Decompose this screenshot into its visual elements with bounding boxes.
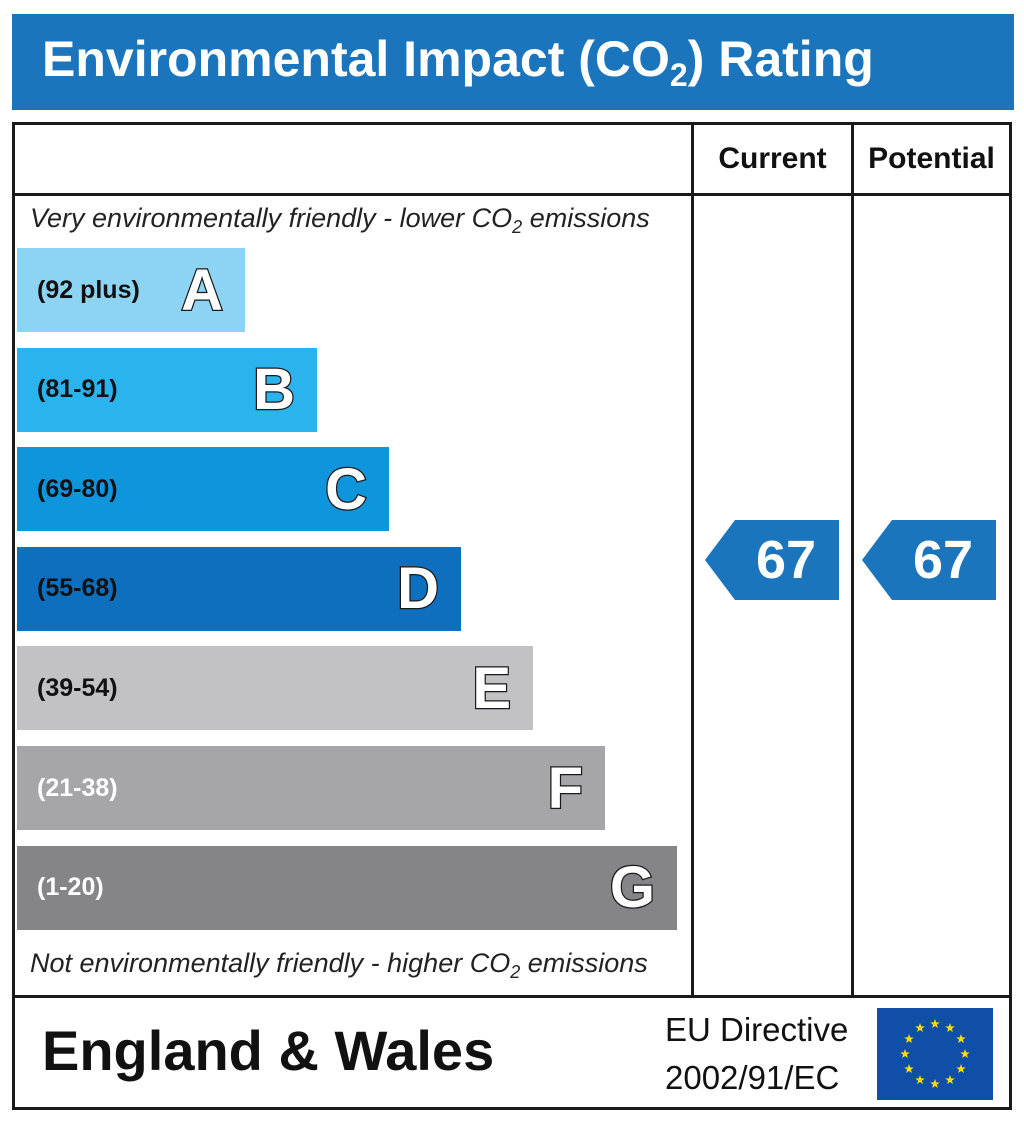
eu-star-icon bbox=[915, 1023, 925, 1033]
column-header-current: Current bbox=[718, 142, 827, 175]
band-range-label: (39-54) bbox=[37, 673, 118, 702]
band-letter: D bbox=[396, 555, 440, 623]
band-range-label: (81-91) bbox=[37, 375, 118, 404]
eu-star-icon bbox=[960, 1049, 970, 1059]
eu-star-icon bbox=[945, 1074, 955, 1085]
eu-star-icon bbox=[930, 1079, 940, 1089]
eu-star-icon bbox=[915, 1074, 925, 1085]
band-e: (39-54) E bbox=[17, 646, 533, 731]
region-label: England & Wales bbox=[42, 1019, 495, 1082]
title-bar: Environmental Impact (CO2) Rating bbox=[12, 14, 1014, 110]
band-range-label: (55-68) bbox=[37, 574, 118, 603]
band-range-label: (1-20) bbox=[37, 873, 104, 902]
band-range-label: (92 plus) bbox=[37, 275, 140, 304]
current-rating-arrow: 67 bbox=[705, 520, 839, 600]
potential-arrow-shape bbox=[862, 520, 996, 600]
band-g: (1-20) G bbox=[17, 845, 677, 930]
eu-star-icon bbox=[945, 1023, 955, 1033]
potential-rating-arrow: 67 bbox=[862, 520, 996, 600]
band-letter: B bbox=[252, 356, 296, 424]
band-letter: F bbox=[546, 754, 584, 822]
eu-directive-label: EU Directive bbox=[665, 1011, 849, 1048]
band-c: (69-80) C bbox=[17, 447, 389, 532]
eu-star-icon bbox=[904, 1064, 914, 1074]
eu-star-icon bbox=[956, 1064, 966, 1074]
column-divider-potential bbox=[851, 122, 854, 998]
rating-table-frame bbox=[12, 122, 1012, 1110]
band-f: (21-38) F bbox=[17, 746, 605, 830]
eu-star-icon bbox=[904, 1034, 914, 1044]
band-a: (92 plus) A bbox=[17, 248, 245, 332]
band-range-label: (69-80) bbox=[37, 474, 118, 503]
header-row-divider bbox=[12, 193, 1012, 196]
band-d: (55-68) D bbox=[17, 546, 461, 631]
eu-directive-number: 2002/91/EC bbox=[665, 1059, 840, 1096]
potential-rating-value: 67 bbox=[912, 530, 974, 590]
current-arrow-shape bbox=[705, 520, 839, 600]
band-letter: C bbox=[324, 455, 368, 523]
note-top: Very environmentally friendly - lower CO… bbox=[30, 203, 650, 237]
column-divider-current bbox=[691, 122, 694, 998]
band-letter: G bbox=[609, 854, 657, 922]
eu-star-icon bbox=[930, 1019, 940, 1029]
eu-star-icon bbox=[956, 1034, 966, 1044]
note-bottom: Not environmentally friendly - higher CO… bbox=[30, 948, 648, 982]
eu-flag-icon bbox=[877, 1008, 993, 1100]
band-b: (81-91) B bbox=[17, 347, 317, 432]
eu-star-icon bbox=[900, 1049, 910, 1059]
chart-title: Environmental Impact (CO2) Rating bbox=[42, 31, 874, 93]
footer-row-divider bbox=[12, 995, 1012, 998]
current-rating-value: 67 bbox=[755, 530, 817, 590]
band-letter: A bbox=[180, 256, 224, 324]
band-letter: E bbox=[471, 655, 512, 723]
band-range-label: (21-38) bbox=[37, 773, 118, 802]
column-header-potential: Potential bbox=[868, 142, 995, 175]
